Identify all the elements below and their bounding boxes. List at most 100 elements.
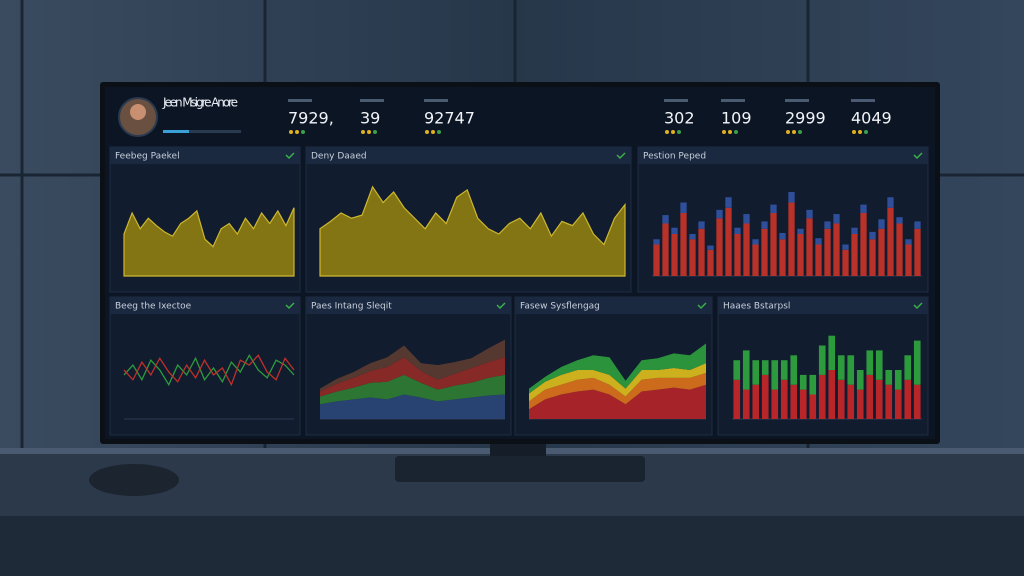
bar-segment bbox=[878, 228, 885, 276]
series-area bbox=[529, 384, 706, 419]
panel-check bbox=[285, 152, 295, 160]
panel-title: Feebeg Paekel bbox=[115, 152, 180, 162]
panel-header bbox=[515, 297, 712, 314]
bar-segment bbox=[896, 217, 903, 224]
bar-segment bbox=[716, 218, 723, 276]
kpi-label-bar bbox=[851, 99, 875, 102]
series-area bbox=[529, 372, 706, 410]
series-area bbox=[320, 339, 505, 392]
panel-check bbox=[913, 152, 923, 160]
panel-check bbox=[616, 152, 626, 160]
kpi-value: 302 bbox=[664, 109, 695, 128]
bar-segment bbox=[689, 234, 696, 240]
bar-segment bbox=[790, 355, 798, 385]
kpi-value: 4049 bbox=[851, 109, 892, 128]
series-area bbox=[319, 185, 626, 277]
panel-title: Beeg the Ixectoe bbox=[115, 302, 192, 312]
bar-segment bbox=[914, 228, 921, 276]
bar-segment bbox=[743, 223, 750, 276]
kpi-label-bar bbox=[424, 99, 448, 102]
kpi-value: 7929, bbox=[288, 109, 334, 128]
bar-segment bbox=[662, 215, 669, 224]
kpi-value: 2999 bbox=[785, 109, 826, 128]
bar-segment bbox=[905, 239, 912, 245]
bar-segment bbox=[788, 202, 795, 276]
kpi-indicator bbox=[792, 130, 796, 134]
panel bbox=[109, 296, 301, 436]
bar-segment bbox=[833, 214, 840, 224]
bar-segment bbox=[733, 379, 741, 419]
bar-segment bbox=[733, 360, 741, 380]
bar-segment bbox=[894, 370, 902, 390]
bar-segment bbox=[779, 239, 786, 276]
bar-segment bbox=[837, 355, 845, 380]
panel-title: Fasew Sysflengag bbox=[520, 302, 600, 312]
kpi-indicator bbox=[425, 130, 429, 134]
bar-segment bbox=[770, 213, 777, 276]
bar-segment bbox=[752, 384, 760, 419]
panel-header bbox=[110, 297, 300, 314]
kpi-indicator bbox=[361, 130, 365, 134]
bar-segment bbox=[815, 238, 822, 245]
bar-segment bbox=[833, 223, 840, 276]
kpi-label-bar bbox=[785, 99, 809, 102]
bar-segment bbox=[771, 360, 779, 390]
monitor-neck bbox=[490, 440, 546, 460]
kpi-indicator bbox=[289, 130, 293, 134]
panel-title: Pestion Peped bbox=[643, 152, 706, 162]
bar-segment bbox=[866, 374, 874, 419]
kpi-indicator bbox=[852, 130, 856, 134]
panel-check bbox=[285, 302, 295, 310]
bar-segment bbox=[799, 389, 807, 419]
bar-segment bbox=[671, 234, 678, 276]
panel-title: Deny Daaed bbox=[311, 152, 367, 162]
kpi-indicator bbox=[722, 130, 726, 134]
bar-segment bbox=[887, 207, 894, 276]
bar-segment bbox=[734, 234, 741, 276]
bar-segment bbox=[761, 374, 769, 419]
bar-segment bbox=[894, 389, 902, 419]
kpi-indicator bbox=[864, 130, 868, 134]
kpi-indicator bbox=[728, 130, 732, 134]
bar-segment bbox=[875, 350, 883, 380]
bar-segment bbox=[860, 204, 867, 213]
bar-segment bbox=[824, 228, 831, 276]
bar-segment bbox=[885, 384, 893, 419]
bar-segment bbox=[752, 360, 760, 385]
bar-segment bbox=[818, 345, 826, 375]
bar-segment bbox=[809, 394, 817, 419]
bar-segment bbox=[752, 239, 759, 245]
kpi-indicator bbox=[301, 130, 305, 134]
series-area bbox=[123, 207, 295, 277]
kpi-label-bar bbox=[664, 99, 688, 102]
series-area bbox=[529, 363, 706, 402]
panel-title: Haaes Bstarpsl bbox=[723, 302, 790, 312]
bar-segment bbox=[698, 221, 705, 229]
series-area bbox=[320, 374, 505, 405]
bar-segment bbox=[913, 384, 921, 419]
bar-segment bbox=[797, 228, 804, 234]
bar-segment bbox=[742, 389, 750, 419]
bar-segment bbox=[806, 218, 813, 276]
bar-segment bbox=[653, 239, 660, 245]
bar-segment bbox=[824, 221, 831, 229]
progress-fill bbox=[163, 130, 189, 133]
bar-segment bbox=[887, 197, 894, 208]
bar-segment bbox=[716, 209, 723, 219]
bar-segment bbox=[707, 245, 714, 250]
bar-segment bbox=[761, 360, 769, 375]
bar-segment bbox=[761, 228, 768, 276]
bar-segment bbox=[869, 239, 876, 276]
kpi-value: 92747 bbox=[424, 109, 475, 128]
bar-segment bbox=[725, 207, 732, 276]
bar-segment bbox=[653, 244, 660, 276]
bar-segment bbox=[818, 374, 826, 419]
bar-segment bbox=[742, 350, 750, 390]
kpi-indicator bbox=[295, 130, 299, 134]
kpi-label-bar bbox=[288, 99, 312, 102]
bar-segment bbox=[725, 197, 732, 208]
bar-segment bbox=[851, 234, 858, 276]
kpi-value: 109 bbox=[721, 109, 752, 128]
kpi-indicator bbox=[671, 130, 675, 134]
bar-segment bbox=[905, 244, 912, 276]
